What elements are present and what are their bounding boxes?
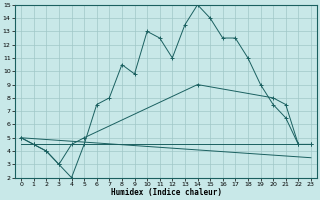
X-axis label: Humidex (Indice chaleur): Humidex (Indice chaleur) [110, 188, 221, 197]
